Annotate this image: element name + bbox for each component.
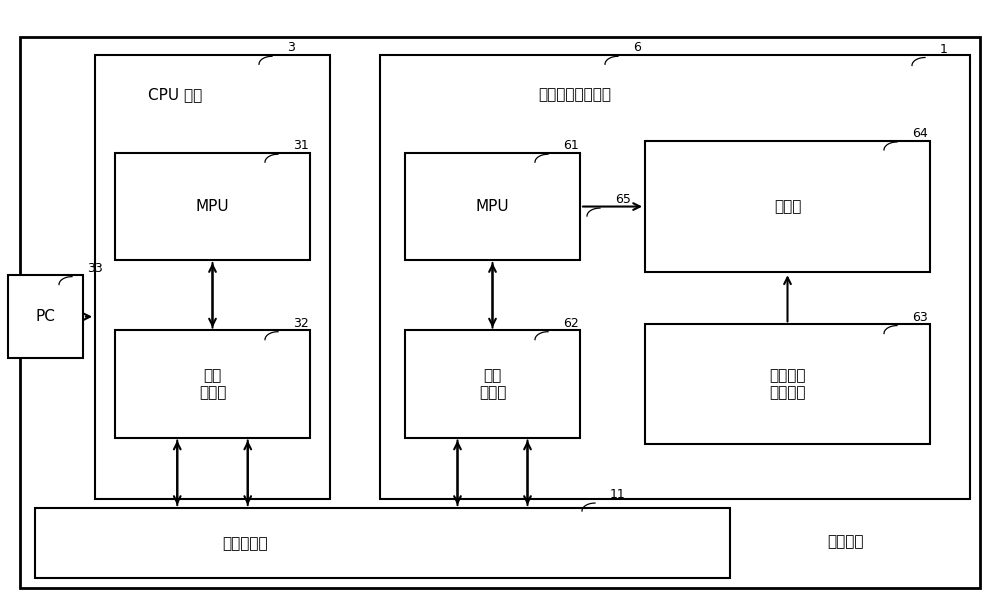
Text: 模拟数字
变换装置: 模拟数字 变换装置	[769, 368, 806, 400]
Bar	[35, 508, 730, 578]
Text: 63: 63	[912, 311, 928, 324]
Bar	[380, 55, 970, 499]
Text: 3: 3	[287, 42, 295, 54]
Bar	[405, 153, 580, 260]
Text: 总线控制部: 总线控制部	[222, 536, 268, 551]
Bar	[405, 330, 580, 438]
Text: MPU: MPU	[196, 199, 229, 214]
Text: 32: 32	[293, 317, 309, 330]
Text: 65: 65	[615, 193, 631, 206]
Bar	[95, 55, 330, 499]
Text: CPU 单元: CPU 单元	[148, 88, 202, 102]
Bar	[8, 275, 83, 358]
Text: 62: 62	[563, 317, 579, 330]
Text: MPU: MPU	[476, 199, 509, 214]
Text: 33: 33	[87, 262, 103, 275]
Text: 61: 61	[563, 140, 579, 152]
Text: 运算部: 运算部	[774, 199, 801, 214]
Bar	[645, 141, 930, 272]
Bar	[115, 330, 310, 438]
Text: 11: 11	[610, 488, 626, 501]
Text: 总线
控制部: 总线 控制部	[199, 368, 226, 400]
Text: PC: PC	[36, 309, 55, 324]
Bar	[645, 324, 930, 444]
Text: 基础单元: 基础单元	[827, 534, 863, 549]
Text: 模拟数字变换单元: 模拟数字变换单元	[538, 88, 612, 102]
Text: 总线
控制部: 总线 控制部	[479, 368, 506, 400]
Text: 64: 64	[912, 127, 928, 140]
Text: 6: 6	[633, 42, 641, 54]
Text: 1: 1	[940, 43, 948, 56]
Bar	[115, 153, 310, 260]
Text: 31: 31	[293, 140, 309, 152]
